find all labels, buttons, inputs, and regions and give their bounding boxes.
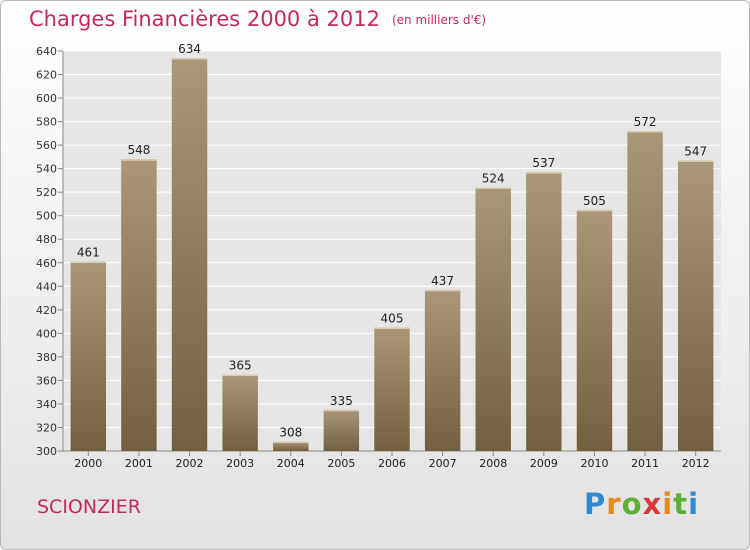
proxiti-logo[interactable]: Proxiti: [584, 487, 700, 521]
bar: [677, 160, 714, 452]
chart-title: Charges Financières 2000 à 2012 (en milli…: [29, 7, 486, 31]
data-label: 537: [532, 156, 555, 170]
chart-title-text: Charges Financières 2000 à 2012: [29, 7, 380, 31]
data-label: 634: [178, 42, 201, 56]
data-label: 405: [381, 311, 404, 325]
data-label: 365: [229, 359, 252, 373]
data-label: 308: [279, 426, 302, 440]
bar-top-highlight: [526, 172, 562, 174]
bar: [323, 409, 360, 451]
bar: [374, 327, 410, 451]
bar-top-highlight: [627, 131, 663, 133]
x-tick-label: 2012: [682, 457, 710, 470]
x-tick-label: 2006: [378, 457, 406, 470]
bar-top-highlight: [121, 159, 157, 161]
bar: [627, 131, 663, 451]
bar-top-highlight: [374, 327, 410, 329]
y-tick-label: 640: [36, 45, 57, 58]
y-tick-label: 520: [36, 186, 57, 199]
x-tick-label: 2005: [327, 457, 355, 470]
chart-subtitle: (en milliers d'€): [391, 13, 487, 27]
bar-top-highlight: [576, 209, 613, 212]
data-label: 547: [684, 144, 707, 158]
y-tick-label: 380: [36, 351, 57, 364]
bar: [526, 172, 562, 452]
y-tick-label: 460: [36, 257, 57, 270]
bar-top-highlight: [323, 409, 360, 412]
x-tick-label: 2000: [74, 457, 102, 470]
x-tick-label: 2003: [226, 457, 254, 470]
y-tick-label: 320: [36, 421, 57, 434]
data-label: 548: [127, 143, 150, 157]
y-tick-label: 400: [36, 327, 57, 340]
bar-top-highlight: [273, 441, 309, 444]
bar-top-highlight: [70, 261, 107, 264]
x-tick-label: 2010: [580, 457, 608, 470]
y-tick-label: 480: [36, 233, 57, 246]
bar-top-highlight: [475, 187, 511, 189]
bar-top-highlight: [677, 160, 714, 162]
y-tick-label: 360: [36, 374, 57, 387]
bar: [70, 261, 107, 451]
bar: [171, 58, 208, 451]
data-label: 437: [431, 274, 454, 288]
x-tick-label: 2002: [176, 457, 204, 470]
x-tick-label: 2001: [125, 457, 153, 470]
y-tick-label: 620: [36, 69, 57, 82]
x-tick-label: 2007: [429, 457, 457, 470]
data-label: 461: [77, 246, 100, 260]
x-tick-label: 2009: [530, 457, 558, 470]
data-label: 505: [583, 194, 606, 208]
bar-top-highlight: [171, 58, 208, 60]
y-tick-label: 340: [36, 398, 57, 411]
bar: [121, 159, 157, 451]
x-tick-label: 2011: [631, 457, 659, 470]
y-tick-label: 560: [36, 139, 57, 152]
data-label: 335: [330, 394, 353, 408]
bar: [273, 441, 309, 451]
city-name: SCIONZIER: [37, 496, 141, 518]
y-tick-label: 420: [36, 304, 57, 317]
y-tick-label: 540: [36, 163, 57, 176]
data-label: 572: [634, 115, 657, 129]
y-tick-label: 600: [36, 92, 57, 105]
y-tick-label: 440: [36, 280, 57, 293]
x-tick-label: 2004: [277, 457, 305, 470]
y-tick-label: 580: [36, 116, 57, 129]
bar: [576, 209, 613, 451]
bar-top-highlight: [222, 374, 258, 377]
data-label: 524: [482, 171, 505, 185]
x-tick-label: 2008: [479, 457, 507, 470]
bar: [222, 374, 258, 451]
y-tick-label: 300: [36, 445, 57, 458]
bar: [424, 289, 461, 451]
y-tick-label: 500: [36, 210, 57, 223]
bar: [475, 187, 511, 451]
bar-top-highlight: [424, 289, 461, 292]
